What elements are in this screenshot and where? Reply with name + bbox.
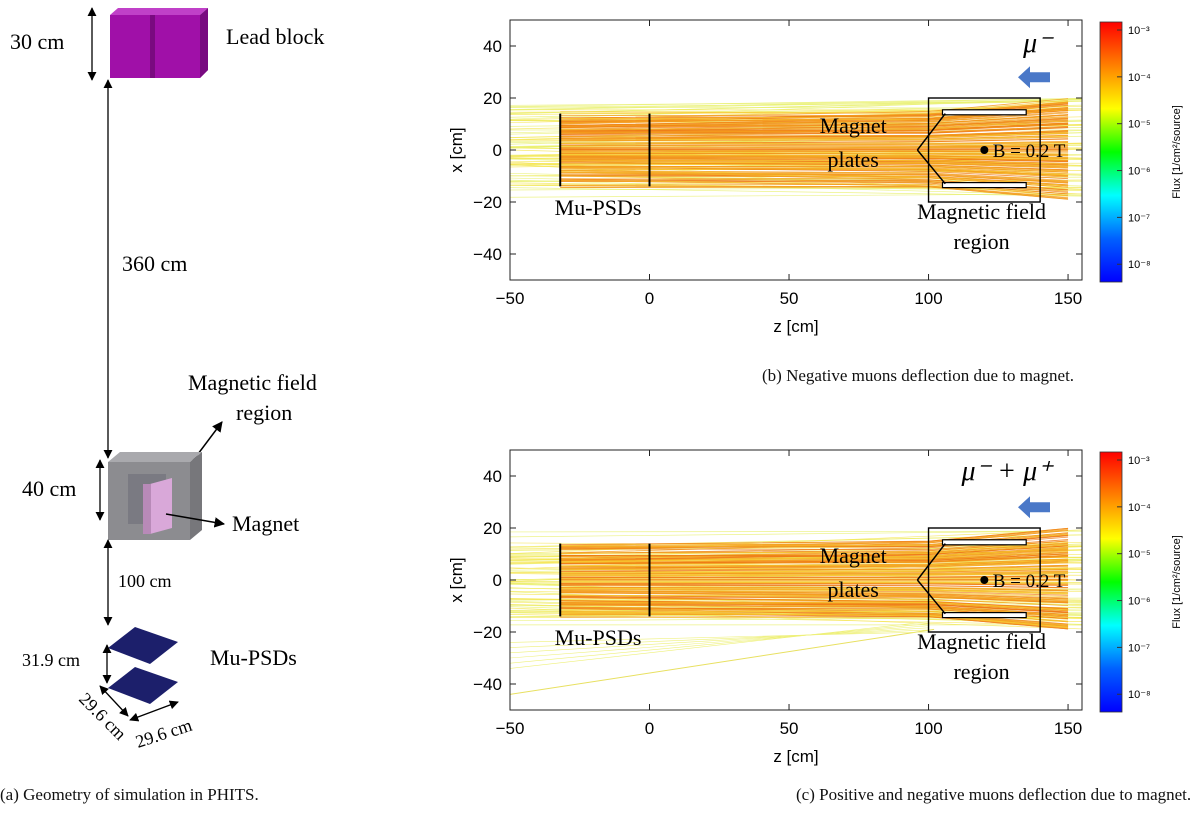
- magnet-plates-label-1: Magnet: [820, 113, 887, 138]
- psd-gap-label: 31.9 cm: [22, 650, 80, 670]
- lead-height-label: 30 cm: [10, 29, 64, 54]
- gap-magnet-psd-label: 100 cm: [118, 571, 172, 591]
- psd-width-arrow-2: [130, 702, 178, 720]
- x-tick-label: −50: [496, 719, 525, 738]
- colorbar-tick-label: 10⁻⁵: [1128, 119, 1151, 131]
- x-tick-label: 150: [1054, 719, 1082, 738]
- caption-c: (c) Positive and negative muons deflecti…: [796, 785, 1190, 805]
- field-region-label-2: region: [953, 659, 1009, 684]
- psd-width-label-1: 29.6 cm: [75, 689, 130, 744]
- y-tick-label: 20: [483, 89, 502, 108]
- magnet-plates-label-2: plates: [828, 147, 879, 172]
- field-region-label-1: Magnetic field: [188, 370, 317, 395]
- y-axis-label: x [cm]: [447, 557, 466, 602]
- magnet-plates-label-2: plates: [828, 577, 879, 602]
- chart-both-muons: −50 0 50 100 150 40 20 0 −20 −40 z [cm] x [cm] Magne…: [400, 430, 1190, 770]
- y-tick-label: −20: [473, 193, 502, 212]
- x-tick-label: 0: [645, 289, 654, 308]
- colorbar-tick-label: 10⁻³: [1128, 25, 1150, 37]
- colorbar-tick-label: 10⁻⁵: [1128, 549, 1151, 561]
- field-region-label-1: Magnetic field: [917, 629, 1046, 654]
- chart-negative-muons: −50 0 50 100 150 40 20 0 −20 −40 z [cm] x [cm] Magne…: [400, 0, 1190, 340]
- x-tick-label: 100: [914, 289, 942, 308]
- y-tick-label: −40: [473, 245, 502, 264]
- psd-top: [108, 627, 178, 664]
- direction-arrow: [1018, 496, 1050, 518]
- colorbar-tick-label: 10⁻⁸: [1128, 259, 1151, 271]
- caption-b: (b) Negative muons deflection due to mag…: [762, 366, 1074, 386]
- field-point: [980, 576, 988, 584]
- panel-c: −50 0 50 100 150 40 20 0 −20 −40 z [cm] x [cm] Magne…: [400, 430, 1190, 816]
- magnet-plate: [942, 613, 1026, 618]
- x-tick-label: 100: [914, 719, 942, 738]
- magnet-box: [108, 452, 202, 540]
- x-axis-label: z [cm]: [773, 747, 818, 766]
- panel-a-geometry: 30 cm Lead block 360 cm Magnetic field r…: [0, 0, 400, 816]
- y-axis-label: x [cm]: [447, 127, 466, 172]
- psd-bottom: [108, 667, 178, 704]
- y-tick-label: −40: [473, 675, 502, 694]
- psd-width-label-2: 29.6 cm: [133, 715, 194, 752]
- x-tick-label: 50: [780, 719, 799, 738]
- colorbar-tick-label: 10⁻⁸: [1128, 689, 1151, 701]
- field-value-label: B = 0.2 T: [993, 571, 1066, 592]
- x-tick-label: 0: [645, 719, 654, 738]
- particle-label: μ⁻ + μ⁺: [960, 456, 1054, 487]
- magnet-plate: [942, 540, 1026, 545]
- colorbar-tick-label: 10⁻⁴: [1128, 72, 1151, 84]
- y-tick-label: 0: [493, 141, 502, 160]
- x-tick-label: 150: [1054, 289, 1082, 308]
- lead-block-label: Lead block: [226, 24, 324, 49]
- field-point: [980, 146, 988, 154]
- magnet-plate: [942, 183, 1026, 188]
- x-tick-label: 50: [780, 289, 799, 308]
- geometry-figure: 30 cm Lead block 360 cm Magnetic field r…: [0, 0, 400, 816]
- colorbar-label: Flux [1/cm²/source]: [1171, 535, 1183, 629]
- gap-lead-magnet-label: 360 cm: [122, 251, 187, 276]
- colorbar-tick-label: 10⁻⁶: [1128, 596, 1151, 608]
- y-tick-label: 20: [483, 519, 502, 538]
- y-tick-label: 0: [493, 571, 502, 590]
- magnet-label: Magnet: [232, 511, 299, 536]
- magnet-height-label: 40 cm: [22, 476, 76, 501]
- y-tick-label: 40: [483, 467, 502, 486]
- lead-block: [110, 8, 208, 78]
- particle-label: μ⁻: [1022, 28, 1054, 59]
- x-tick-label: −50: [496, 289, 525, 308]
- colorbar-tick-label: 10⁻⁴: [1128, 502, 1151, 514]
- colorbar: [1100, 22, 1122, 282]
- colorbar-tick-label: 10⁻³: [1128, 455, 1150, 467]
- x-axis-label: z [cm]: [773, 317, 818, 336]
- colorbar: [1100, 452, 1122, 712]
- colorbar-label: Flux [1/cm²/source]: [1171, 105, 1183, 199]
- colorbar-tick-label: 10⁻⁷: [1128, 212, 1150, 224]
- psds-label: Mu-PSDs: [210, 645, 297, 670]
- colorbar-tick-label: 10⁻⁶: [1128, 166, 1151, 178]
- caption-a: (a) Geometry of simulation in PHITS.: [0, 785, 259, 805]
- field-region-label-2: region: [953, 229, 1009, 254]
- y-tick-label: 40: [483, 37, 502, 56]
- psds-label: Mu-PSDs: [555, 195, 642, 220]
- y-tick-label: −20: [473, 623, 502, 642]
- direction-arrow: [1018, 66, 1050, 88]
- field-region-label-1: Magnetic field: [917, 199, 1046, 224]
- magnet-plate: [942, 110, 1026, 115]
- panel-b: −50 0 50 100 150 40 20 0 −20 −40 z [cm] x [cm] Magne…: [400, 0, 1190, 400]
- field-value-label: B = 0.2 T: [993, 141, 1066, 162]
- colorbar-tick-label: 10⁻⁷: [1128, 642, 1150, 654]
- psds-label: Mu-PSDs: [555, 625, 642, 650]
- field-region-label-2: region: [236, 400, 292, 425]
- magnet-plates-label-1: Magnet: [820, 543, 887, 568]
